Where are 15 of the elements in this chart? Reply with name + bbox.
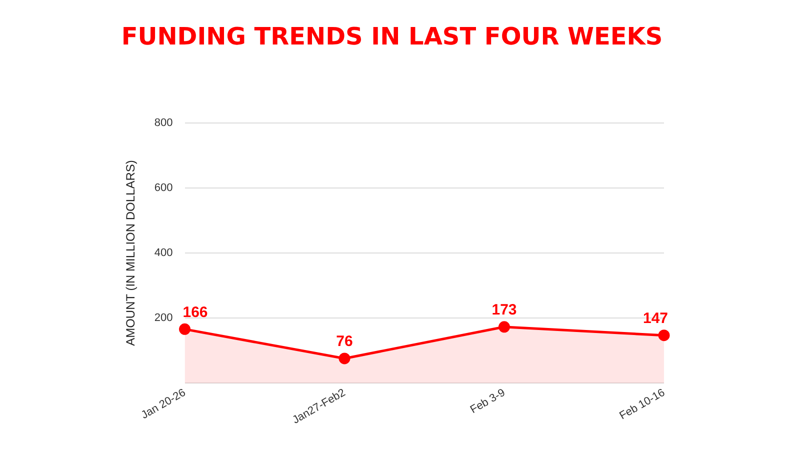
x-tick-label: Feb 3-9 <box>468 386 508 416</box>
y-tick-label: 600 <box>154 182 173 194</box>
point <box>498 321 510 333</box>
point <box>179 323 191 335</box>
point <box>658 330 670 342</box>
data-label: 147 <box>642 310 668 328</box>
y-tick-label: 400 <box>154 247 173 260</box>
data-label: 76 <box>336 333 353 350</box>
y-axis-title: AMOUNT (IN MILLION DOLLARS) <box>124 160 138 346</box>
y-tick-label: 200 <box>154 312 173 324</box>
point <box>338 352 350 364</box>
chart-title: FUNDING TRENDS IN LAST FOUR WEEKS <box>121 22 663 51</box>
y-tick-label: 800 <box>154 116 173 129</box>
data-label: 166 <box>182 304 208 321</box>
data-label: 173 <box>492 302 517 319</box>
